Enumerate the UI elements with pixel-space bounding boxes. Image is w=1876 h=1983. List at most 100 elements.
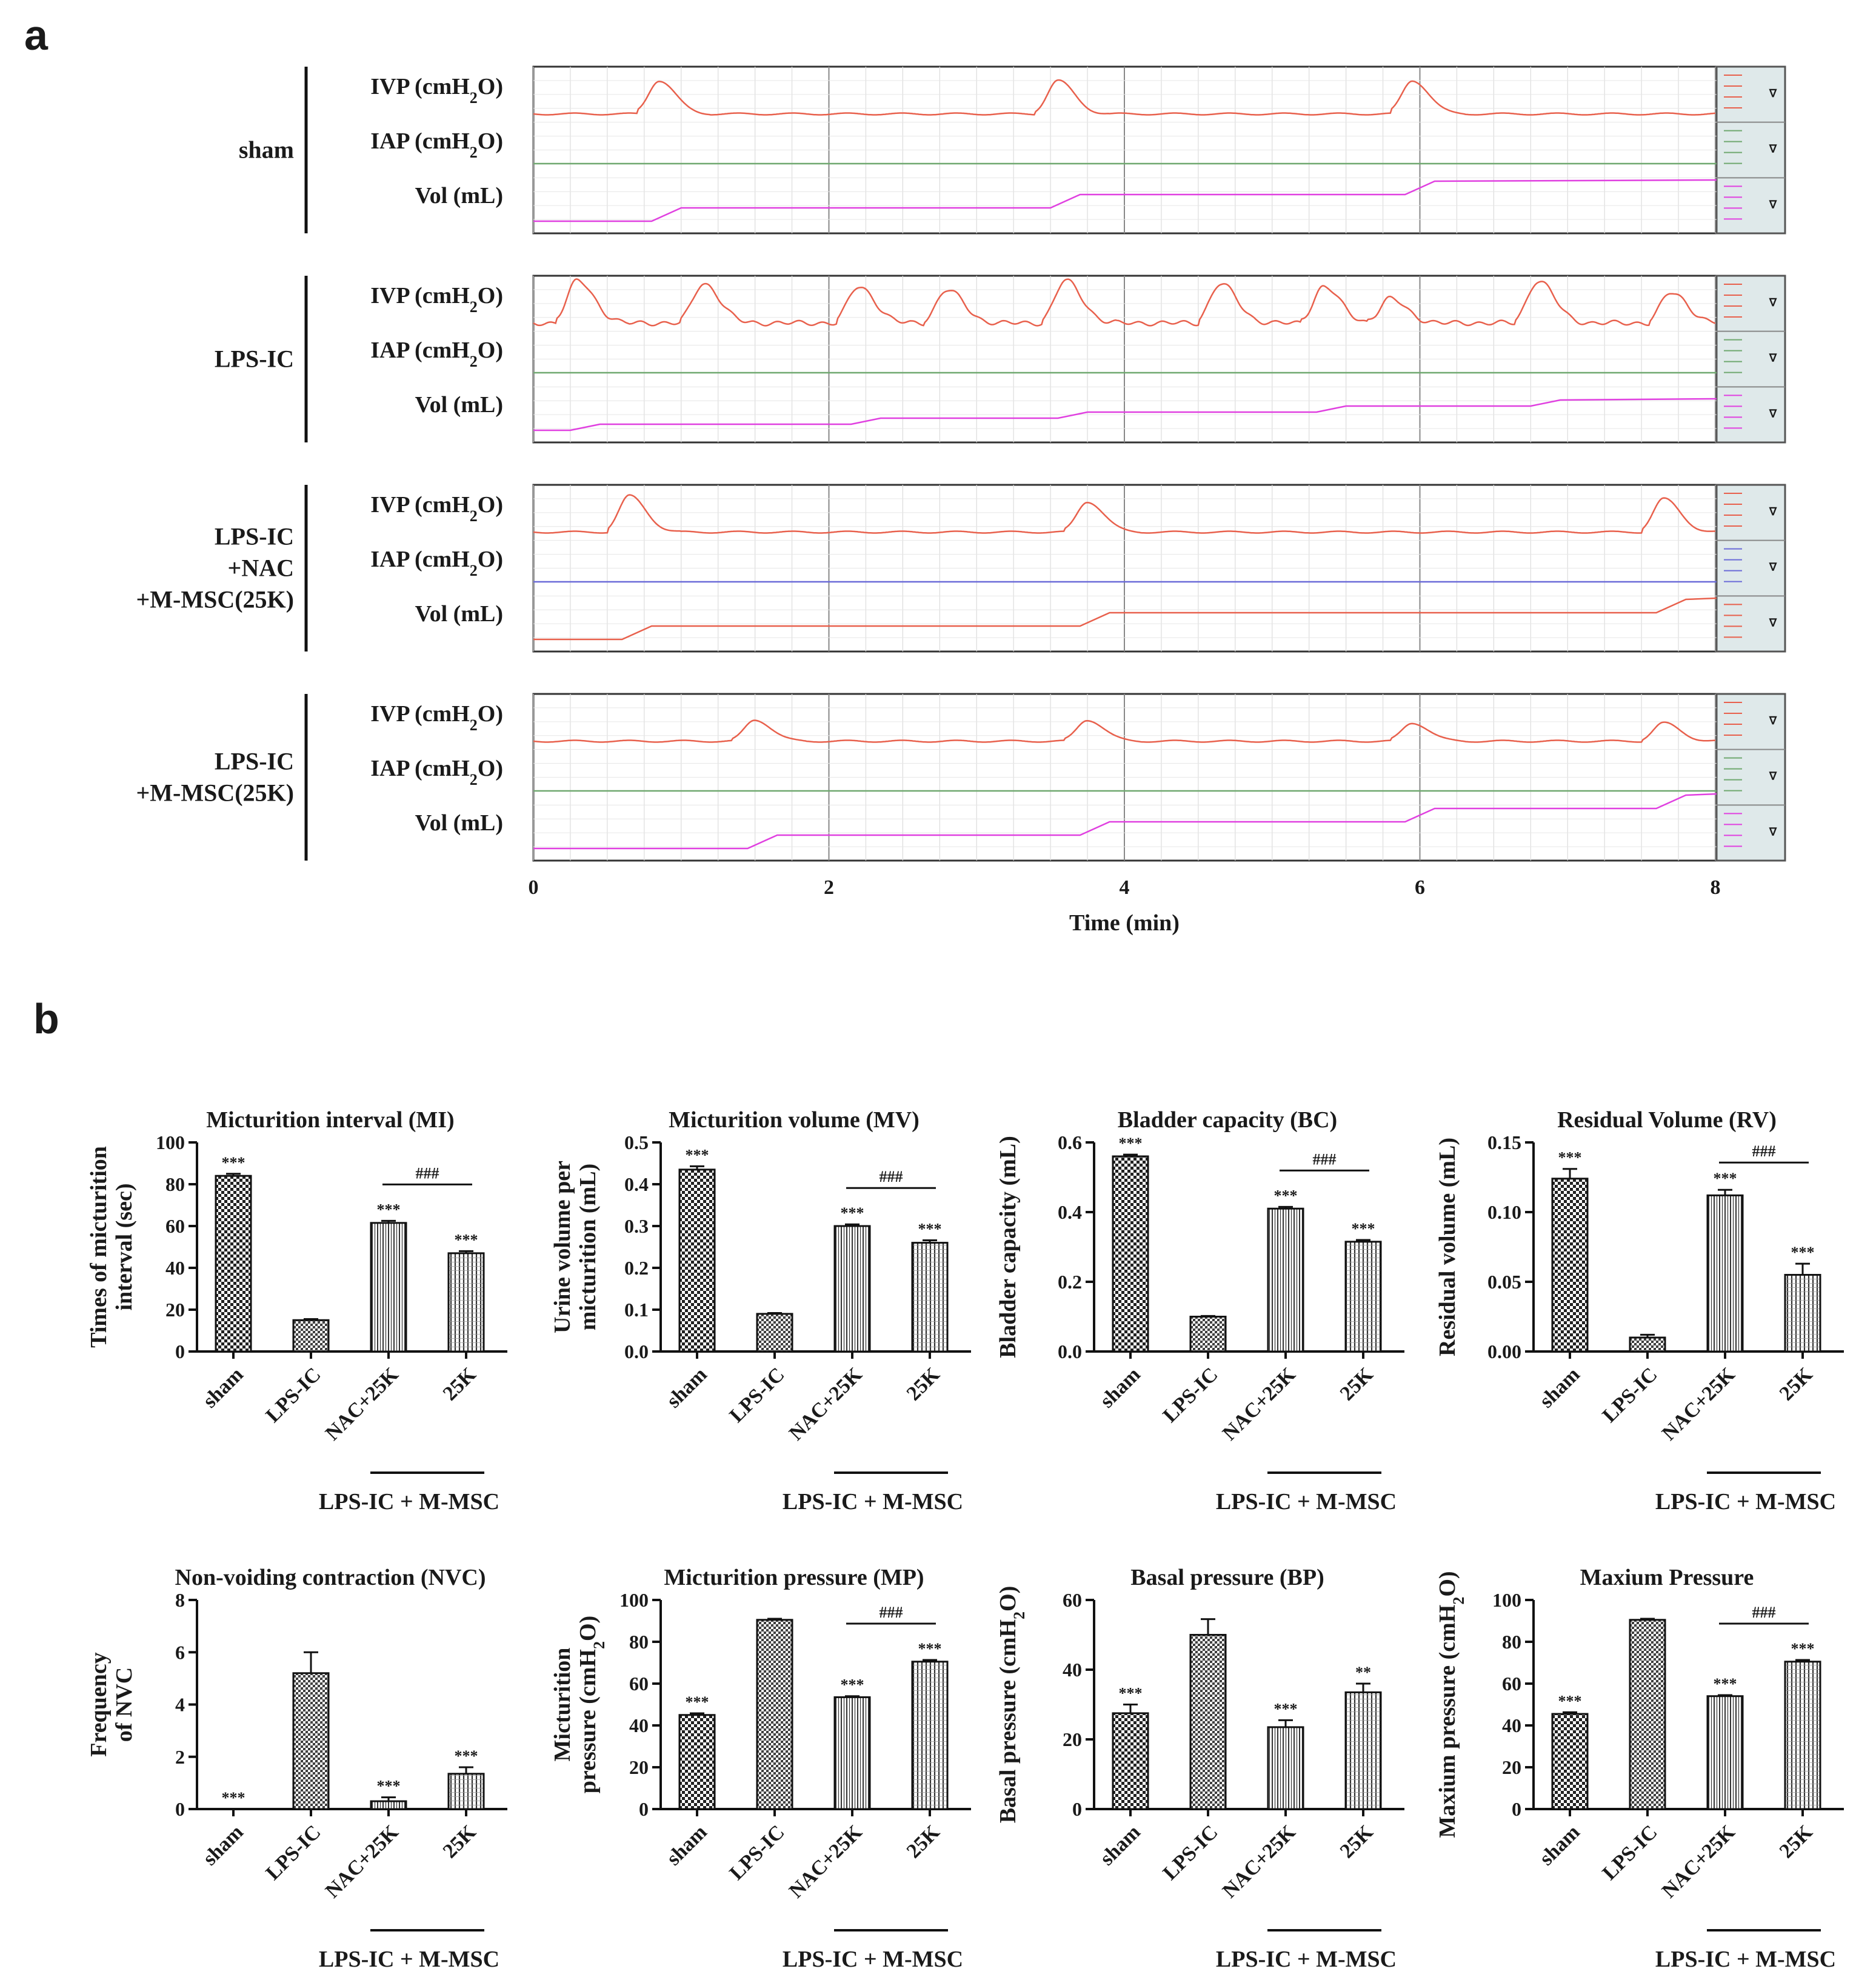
significance-stars: ** — [1355, 1664, 1371, 1681]
time-tick-label: 0 — [529, 876, 539, 899]
bar — [678, 1168, 716, 1353]
bar — [292, 1319, 330, 1353]
y-tick-label: 40 — [165, 1257, 185, 1279]
chart-title: Micturition volume (MV) — [669, 1107, 920, 1133]
bar — [215, 1175, 252, 1353]
category-label: LPS-IC — [262, 1821, 325, 1884]
bar-chart-2: Bladder capacity (BC) 0.0 0.2 0.4 0.6 Bladder… — [995, 1107, 1404, 1515]
y-tick-label: 60 — [1502, 1673, 1521, 1695]
legend-box — [1715, 275, 1786, 444]
vol-trace — [533, 179, 1717, 222]
legend-marker: ∇ — [1769, 770, 1777, 782]
bar — [1189, 1634, 1227, 1810]
y-tick-label: 40 — [1502, 1715, 1521, 1736]
bar — [447, 1252, 485, 1353]
group-label: LPS-IC — [215, 523, 294, 550]
bar-chart-7: Maxium Pressure 0 20 40 60 80 100 Maxium pressu… — [1435, 1565, 1844, 1972]
bar — [1267, 1726, 1304, 1810]
category-label: NAC+25K — [321, 1821, 403, 1902]
category-label: 25K — [439, 1821, 481, 1862]
y-tick-label: 100 — [619, 1589, 649, 1611]
y-tick-label: 20 — [1502, 1756, 1521, 1778]
category-label: 25K — [1336, 1821, 1378, 1862]
chart-title: Residual Volume (RV) — [1557, 1107, 1777, 1133]
y-tick-label: 0.1 — [624, 1299, 649, 1321]
y-tick-label: 0.2 — [1058, 1271, 1082, 1293]
group-bracket-label: LPS-IC + M-MSC — [1216, 1489, 1397, 1515]
category-label: 25K — [903, 1821, 944, 1862]
bar — [911, 1242, 949, 1353]
channel-label-0: IVP (cmH2O) — [370, 701, 503, 734]
bar — [447, 1773, 485, 1810]
category-label: 25K — [439, 1363, 481, 1405]
category-label: LPS-IC — [726, 1363, 789, 1427]
y-tick-label: 40 — [629, 1715, 649, 1736]
trace-group-2: ∇ ∇ ∇ IVP (cmH2O) IAP (cmH2O) Vol (mL) LPS-IC +… — [136, 484, 1786, 653]
bar — [292, 1672, 330, 1810]
panel-b-bar-charts: Micturition interval (MI)020406080100Tim… — [86, 1107, 1844, 1972]
y-tick-label: 0.15 — [1487, 1131, 1521, 1153]
category-label: LPS-IC — [1598, 1821, 1662, 1884]
trace-group-3: ∇ ∇ ∇ IVP (cmH2O) IAP (cmH2O) Vol (mL) LPS-IC +… — [136, 693, 1786, 862]
y-tick-label: 60 — [629, 1673, 649, 1695]
group-label: LPS-IC — [215, 345, 294, 373]
category-label: sham — [1535, 1363, 1584, 1412]
y-axis-title: of NVC — [112, 1667, 137, 1742]
bar — [678, 1714, 716, 1810]
chart-title: Bladder capacity (BC) — [1118, 1107, 1337, 1133]
channel-label-1: IAP (cmH2O) — [370, 338, 503, 370]
bar — [1629, 1619, 1666, 1810]
group-label: LPS-IC — [215, 748, 294, 775]
category-label: sham — [199, 1363, 248, 1412]
significance-stars: *** — [1714, 1675, 1737, 1693]
chart-title: Micturition pressure (MP) — [664, 1565, 924, 1590]
y-axis-title: Basal pressure (cmH2O) — [995, 1586, 1028, 1824]
legend-marker: ∇ — [1769, 715, 1777, 727]
y-axis-title: Frequency — [86, 1652, 112, 1756]
group-label: +NAC — [228, 555, 294, 582]
category-label: 25K — [1775, 1363, 1817, 1405]
significance-stars: *** — [1791, 1244, 1815, 1261]
significance-stars: *** — [222, 1154, 245, 1171]
category-label: 25K — [903, 1363, 944, 1405]
bar — [1551, 1178, 1589, 1353]
y-tick-label: 20 — [165, 1299, 185, 1321]
legend-marker: ∇ — [1769, 87, 1777, 99]
channel-label-0: IVP (cmH2O) — [370, 283, 503, 316]
channel-label-2: Vol (mL) — [415, 601, 503, 627]
category-label: NAC+25K — [1658, 1363, 1740, 1445]
bar — [1784, 1661, 1821, 1810]
y-tick-label: 0.4 — [624, 1173, 649, 1195]
bar-chart-6: Basal pressure (BP) 0 20 40 60 Basal pressure… — [995, 1565, 1404, 1972]
significance-stars: *** — [918, 1220, 942, 1238]
y-tick-label: 100 — [1492, 1589, 1521, 1611]
ivp-trace — [533, 494, 1715, 534]
y-tick-label: 80 — [165, 1173, 185, 1195]
comparison-hash: ### — [1313, 1150, 1337, 1168]
y-tick-label: 0.5 — [624, 1131, 649, 1153]
vol-trace — [533, 597, 1717, 641]
y-tick-label: 0.4 — [1058, 1201, 1082, 1223]
category-label: sham — [663, 1821, 712, 1870]
y-tick-label: 60 — [165, 1215, 185, 1237]
ivp-trace — [533, 719, 1716, 743]
panel-label-b: b — [33, 995, 59, 1042]
category-label: NAC+25K — [1218, 1363, 1300, 1445]
category-label: sham — [199, 1821, 248, 1870]
y-tick-label: 80 — [1502, 1631, 1521, 1653]
y-axis-title: pressure (cmH2O) — [575, 1616, 608, 1793]
bar — [911, 1661, 949, 1810]
comparison-hash: ### — [880, 1168, 903, 1185]
y-tick-label: 100 — [156, 1131, 185, 1153]
y-tick-label: 80 — [629, 1631, 649, 1653]
significance-stars: *** — [1352, 1220, 1375, 1238]
bar — [1344, 1241, 1382, 1353]
significance-stars: *** — [686, 1146, 709, 1164]
group-label: sham — [239, 136, 294, 164]
bar — [1189, 1316, 1227, 1353]
panel-label-a: a — [24, 12, 48, 59]
y-tick-label: 6 — [175, 1641, 185, 1663]
group-bracket-label: LPS-IC + M-MSC — [783, 1947, 963, 1972]
channel-label-2: Vol (mL) — [415, 392, 503, 418]
y-axis-title: Times of micturition — [86, 1146, 112, 1348]
